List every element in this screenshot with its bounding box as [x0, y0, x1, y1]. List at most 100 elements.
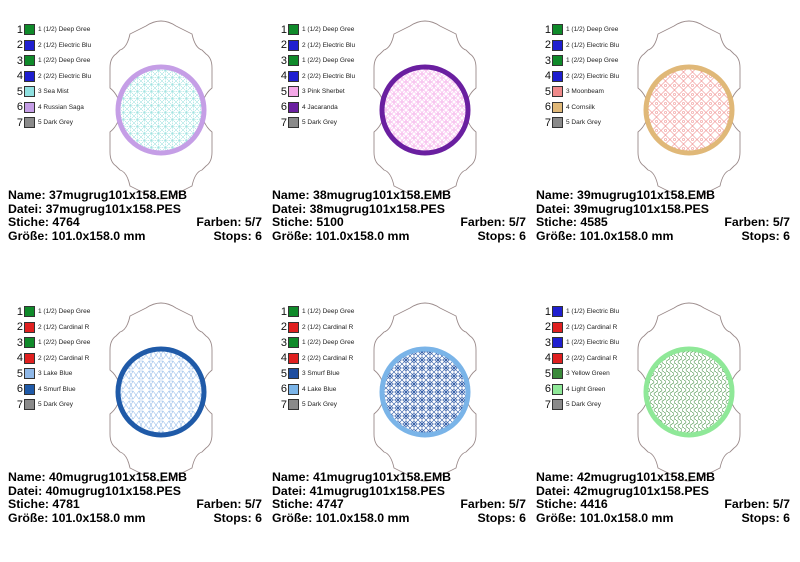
legend-number: 6: [16, 383, 23, 396]
legend-row: 4 2 (2/2) Electric Blu: [542, 69, 652, 85]
legend-number: 3: [544, 54, 551, 67]
legend-number: 1: [16, 305, 23, 318]
legend-number: 5: [280, 85, 287, 98]
stitch-count: Stiche: 4781: [8, 497, 80, 511]
legend-row: 6 4 Light Green: [542, 382, 652, 398]
legend-thread-label: 3 Lake Blue: [38, 370, 73, 378]
color-swatch: [288, 101, 299, 113]
legend-row: 7 5 Dark Grey: [542, 397, 652, 413]
legend-thread-label: 2 (1/2) Electric Blu: [302, 41, 356, 49]
legend-thread-label: 2 (2/2) Electric Blu: [302, 72, 356, 80]
stitch-count: Stiche: 4764: [8, 215, 80, 229]
legend-thread-label: 3 Moonbeam: [566, 88, 604, 96]
design-card-42[interactable]: 1 1 (1/2) Electric Blu 2 2 (1/2) Cardinal R…: [528, 282, 792, 562]
legend-number: 5: [16, 367, 23, 380]
design-card-41[interactable]: 1 1 (1/2) Deep Gree 2 2 (1/2) Cardinal R 3 1 …: [264, 282, 528, 562]
legend-thread-label: 4 Cornsilk: [566, 103, 595, 111]
color-swatch: [24, 86, 35, 98]
legend-thread-label: 4 Lake Blue: [302, 385, 337, 393]
design-file: Datei: 41mugrug101x158.PES: [272, 483, 445, 498]
legend-thread-label: 5 Dark Grey: [38, 119, 74, 127]
legend-number: 7: [280, 398, 287, 411]
legend-thread-label: 1 (2/2) Deep Gree: [302, 339, 355, 347]
color-swatch: [288, 321, 299, 333]
color-swatch: [288, 117, 299, 129]
design-size: Größe: 101.0x158.0 mm: [272, 510, 410, 525]
design-info: Name: 39mugrug101x158.EMB Datei: 39mugru…: [536, 188, 790, 243]
legend-number: 4: [16, 352, 23, 365]
stop-count: Stops: 6: [213, 228, 262, 243]
legend-number: 6: [280, 383, 287, 396]
design-size: Größe: 101.0x158.0 mm: [272, 228, 410, 243]
legend-row: 3 1 (2/2) Deep Gree: [278, 335, 388, 351]
design-name: Name: 39mugrug101x158.EMB: [536, 188, 716, 202]
design-info: Name: 38mugrug101x158.EMB Datei: 38mugru…: [272, 188, 526, 243]
legend-row: 3 1 (2/2) Deep Gree: [278, 53, 388, 69]
design-card-37[interactable]: 1 1 (1/2) Deep Gree 2 2 (1/2) Electric Blu 3…: [0, 0, 264, 280]
color-swatch: [24, 352, 35, 364]
fill-area: [647, 350, 731, 434]
color-swatch: [24, 321, 35, 333]
legend-thread-label: 1 (2/2) Electric Blu: [566, 339, 620, 347]
legend-row: 3 1 (2/2) Electric Blu: [542, 335, 652, 351]
legend-thread-label: 2 (1/2) Cardinal R: [302, 323, 354, 331]
legend-row: 2 2 (1/2) Electric Blu: [278, 38, 388, 54]
design-card-40[interactable]: 1 1 (1/2) Deep Gree 2 2 (1/2) Cardinal R 3 1 …: [0, 282, 264, 562]
legend-number: 5: [16, 85, 23, 98]
color-swatch: [24, 39, 35, 51]
legend-number: 1: [280, 305, 287, 318]
legend-row: 4 2 (2/2) Cardinal R: [278, 351, 388, 367]
legend-number: 4: [544, 352, 551, 365]
color-count: Farben: 5/7: [196, 497, 262, 511]
mug-rug-outline: [637, 20, 741, 200]
legend-number: 3: [280, 54, 287, 67]
legend-thread-label: 2 (2/2) Cardinal R: [38, 354, 90, 362]
design-preview: [637, 302, 741, 482]
color-swatch: [552, 368, 563, 380]
legend-row: 1 1 (1/2) Electric Blu: [542, 304, 652, 320]
legend-thread-label: 4 Jacaranda: [302, 103, 338, 111]
legend-number: 1: [16, 23, 23, 36]
legend-row: 4 2 (2/2) Cardinal R: [542, 351, 652, 367]
legend-thread-label: 4 Light Green: [566, 385, 606, 393]
color-swatch: [288, 383, 299, 395]
color-swatch: [288, 352, 299, 364]
legend-number: 2: [280, 39, 287, 52]
color-count: Farben: 5/7: [724, 215, 790, 229]
color-swatch: [552, 352, 563, 364]
design-size: Größe: 101.0x158.0 mm: [536, 510, 674, 525]
design-card-39[interactable]: 1 1 (1/2) Deep Gree 2 2 (1/2) Electric Blu 3…: [528, 0, 792, 280]
legend-number: 6: [544, 383, 551, 396]
legend-number: 5: [280, 367, 287, 380]
legend-row: 4 2 (2/2) Electric Blu: [14, 69, 124, 85]
legend-thread-label: 5 Dark Grey: [566, 119, 602, 127]
legend-thread-label: 5 Dark Grey: [566, 401, 602, 409]
legend-thread-label: 2 (2/2) Electric Blu: [566, 72, 620, 80]
design-preview: [373, 302, 477, 482]
legend-row: 7 5 Dark Grey: [278, 115, 388, 131]
color-legend: 1 1 (1/2) Deep Gree 2 2 (1/2) Electric Blu 3…: [278, 22, 388, 131]
design-name: Name: 41mugrug101x158.EMB: [272, 470, 452, 484]
legend-row: 6 4 Jacaranda: [278, 100, 388, 116]
color-swatch: [552, 24, 563, 36]
stitch-count: Stiche: 4416: [536, 497, 608, 511]
satin-ring: [115, 64, 207, 156]
legend-number: 7: [544, 116, 551, 129]
stop-count: Stops: 6: [477, 228, 526, 243]
satin-ring: [115, 346, 207, 438]
legend-thread-label: 1 (1/2) Deep Gree: [566, 26, 619, 34]
color-count: Farben: 5/7: [196, 215, 262, 229]
design-card-38[interactable]: 1 1 (1/2) Deep Gree 2 2 (1/2) Electric Blu 3…: [264, 0, 528, 280]
color-swatch: [24, 101, 35, 113]
color-legend: 1 1 (1/2) Deep Gree 2 2 (1/2) Electric Blu 3…: [14, 22, 124, 131]
legend-row: 7 5 Dark Grey: [542, 115, 652, 131]
legend-number: 3: [280, 336, 287, 349]
legend-row: 5 3 Pink Sherbet: [278, 84, 388, 100]
legend-row: 1 1 (1/2) Deep Gree: [278, 304, 388, 320]
mug-rug-outline: [373, 302, 477, 482]
mug-rug-outline: [109, 20, 213, 200]
stitch-count: Stiche: 4747: [272, 497, 344, 511]
design-preview: [109, 20, 213, 200]
legend-row: 6 4 Lake Blue: [278, 382, 388, 398]
legend-number: 2: [544, 321, 551, 334]
